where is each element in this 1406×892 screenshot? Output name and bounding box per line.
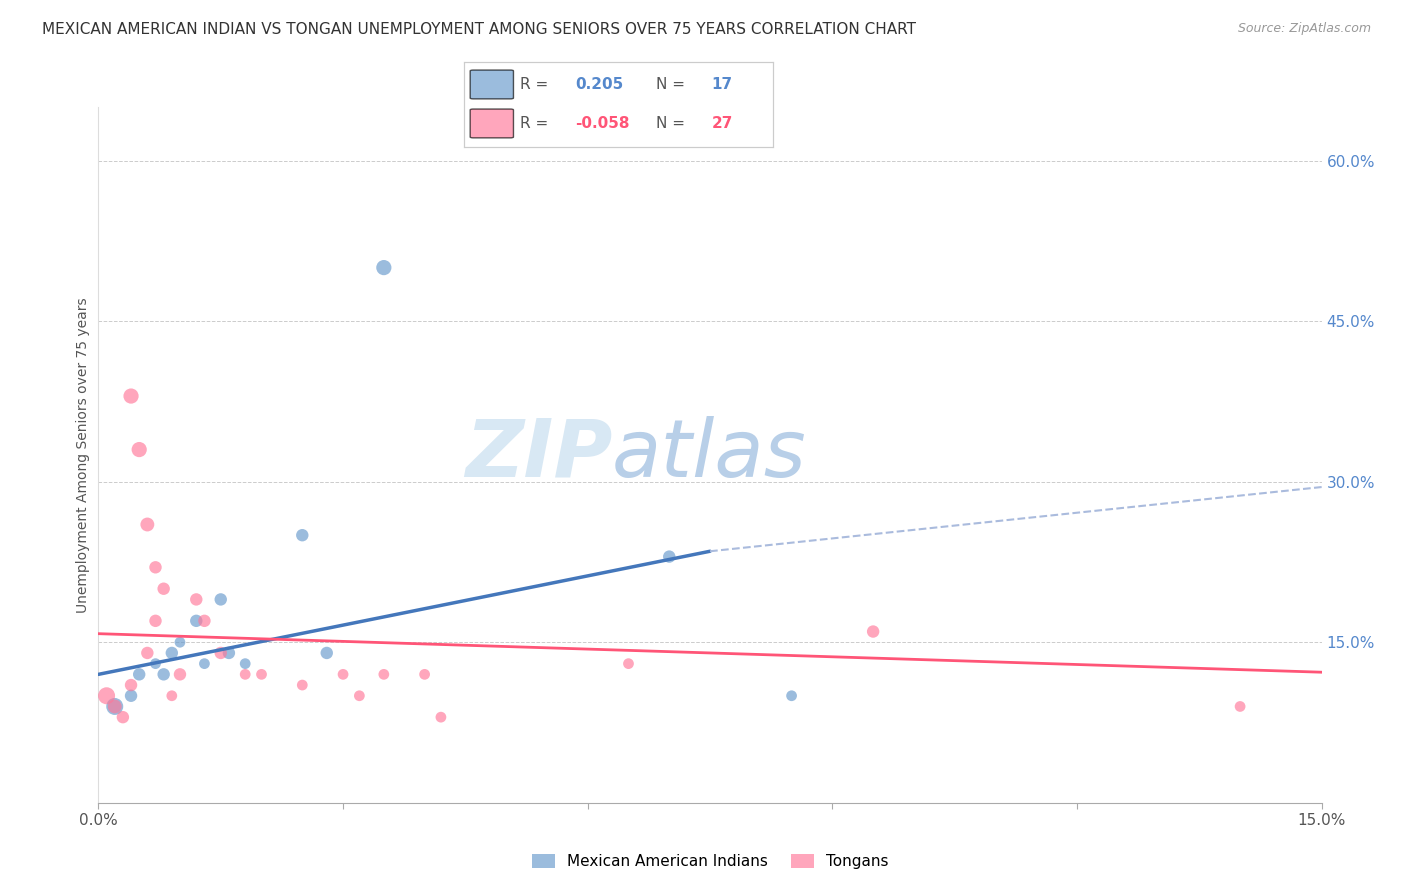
Point	[136, 517, 159, 532]
FancyBboxPatch shape	[470, 70, 513, 99]
Point	[160, 689, 183, 703]
Text: R =: R =	[520, 77, 553, 92]
Point	[291, 528, 314, 542]
Point	[186, 592, 208, 607]
Point	[209, 592, 232, 607]
Point	[617, 657, 640, 671]
Text: Source: ZipAtlas.com: Source: ZipAtlas.com	[1237, 22, 1371, 36]
Point	[193, 657, 215, 671]
Point	[152, 582, 174, 596]
Point	[111, 710, 134, 724]
Point	[780, 689, 803, 703]
Point	[169, 635, 191, 649]
Y-axis label: Unemployment Among Seniors over 75 years: Unemployment Among Seniors over 75 years	[76, 297, 90, 613]
Point	[413, 667, 436, 681]
Point	[233, 657, 256, 671]
Text: R =: R =	[520, 116, 553, 131]
Point	[862, 624, 884, 639]
Text: N =: N =	[655, 116, 689, 131]
Point	[128, 667, 150, 681]
Point	[145, 614, 167, 628]
Point	[373, 260, 395, 275]
Point	[160, 646, 183, 660]
Text: N =: N =	[655, 77, 689, 92]
Point	[250, 667, 273, 681]
Point	[104, 699, 127, 714]
Point	[430, 710, 453, 724]
Point	[120, 678, 142, 692]
Text: 27: 27	[711, 116, 733, 131]
Point	[186, 614, 208, 628]
Point	[120, 389, 142, 403]
Text: MEXICAN AMERICAN INDIAN VS TONGAN UNEMPLOYMENT AMONG SENIORS OVER 75 YEARS CORRE: MEXICAN AMERICAN INDIAN VS TONGAN UNEMPL…	[42, 22, 917, 37]
Point	[120, 689, 142, 703]
Point	[1229, 699, 1251, 714]
Text: -0.058: -0.058	[575, 116, 630, 131]
Point	[373, 667, 395, 681]
Point	[96, 689, 118, 703]
Point	[209, 646, 232, 660]
Text: atlas: atlas	[612, 416, 807, 494]
Point	[145, 560, 167, 574]
Point	[136, 646, 159, 660]
Point	[128, 442, 150, 457]
Point	[169, 667, 191, 681]
Legend: Mexican American Indians, Tongans: Mexican American Indians, Tongans	[526, 848, 894, 875]
FancyBboxPatch shape	[470, 109, 513, 138]
Point	[193, 614, 215, 628]
Point	[233, 667, 256, 681]
Point	[349, 689, 371, 703]
Point	[332, 667, 354, 681]
Point	[104, 699, 127, 714]
Text: 0.205: 0.205	[575, 77, 624, 92]
Point	[315, 646, 337, 660]
Point	[291, 678, 314, 692]
Text: ZIP: ZIP	[465, 416, 612, 494]
Point	[152, 667, 174, 681]
Point	[658, 549, 681, 564]
Point	[145, 657, 167, 671]
Text: 17: 17	[711, 77, 733, 92]
Point	[218, 646, 240, 660]
